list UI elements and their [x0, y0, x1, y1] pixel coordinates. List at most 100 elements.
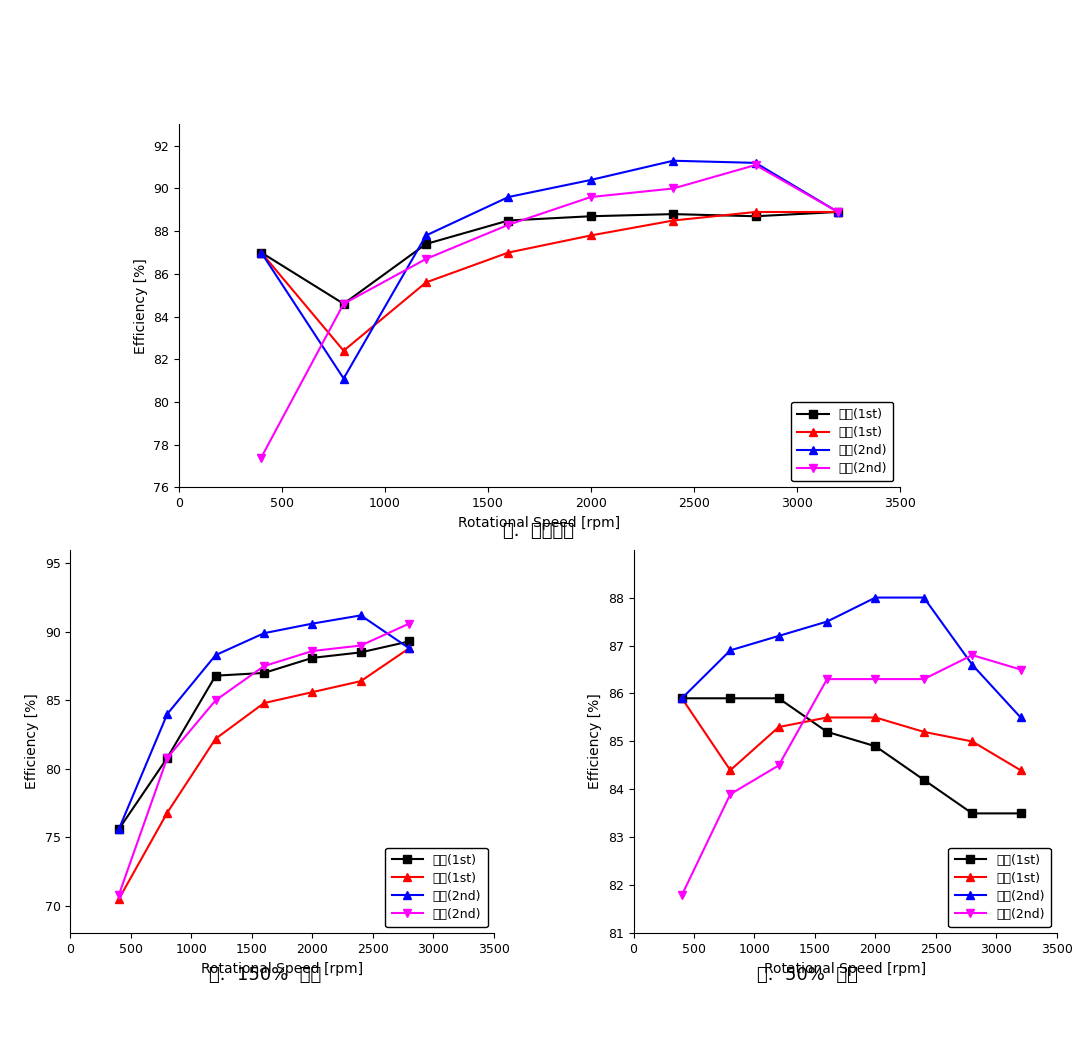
착자(2nd) [420, 229, 433, 242]
감자(1st) [420, 276, 433, 288]
감자(1st) [337, 344, 350, 357]
착자(2nd) [306, 617, 319, 629]
Legend: 착자(1st), 감자(1st), 착자(2nd), 감자(2nd): 착자(1st), 감자(1st), 착자(2nd), 감자(2nd) [948, 847, 1050, 927]
착자(1st) [584, 211, 597, 223]
감자(1st) [306, 685, 319, 698]
착자(2nd) [772, 629, 785, 642]
착자(1st) [772, 692, 785, 704]
착자(2nd) [402, 642, 415, 654]
착자(2nd) [1015, 711, 1028, 724]
Line: 착자(1st): 착자(1st) [115, 638, 413, 834]
Legend: 착자(1st), 감자(1st), 착자(2nd), 감자(2nd): 착자(1st), 감자(1st), 착자(2nd), 감자(2nd) [385, 847, 488, 927]
착자(1st) [502, 215, 515, 227]
감자(1st) [160, 807, 173, 819]
Line: 착자(2nd): 착자(2nd) [678, 593, 1024, 722]
감자(2nd) [258, 660, 271, 672]
Legend: 착자(1st), 감자(1st), 착자(2nd), 감자(2nd): 착자(1st), 감자(1st), 착자(2nd), 감자(2nd) [791, 401, 893, 481]
감자(2nd) [821, 673, 834, 685]
Line: 감자(2nd): 감자(2nd) [115, 619, 413, 899]
착자(2nd) [821, 615, 834, 627]
감자(2nd) [772, 759, 785, 772]
착자(1st) [749, 211, 762, 223]
감자(2nd) [209, 694, 222, 706]
감자(2nd) [675, 889, 688, 901]
착자(2nd) [354, 609, 367, 621]
착자(1st) [966, 807, 979, 819]
Line: 착자(1st): 착자(1st) [678, 694, 1024, 817]
감자(1st) [1015, 764, 1028, 777]
착자(2nd) [502, 191, 515, 203]
감자(2nd) [402, 617, 415, 629]
착자(2nd) [869, 591, 882, 604]
Y-axis label: Efficiency [%]: Efficiency [%] [133, 258, 147, 354]
착자(2nd) [675, 692, 688, 704]
X-axis label: Rotational Speed [rpm]: Rotational Speed [rpm] [459, 515, 620, 530]
감자(2nd) [966, 649, 979, 662]
착자(2nd) [209, 649, 222, 662]
감자(2nd) [667, 183, 680, 195]
감자(1st) [113, 893, 126, 905]
착자(1st) [354, 646, 367, 658]
감자(1st) [917, 726, 930, 738]
감자(1st) [966, 735, 979, 748]
감자(2nd) [869, 673, 882, 685]
착자(1st) [869, 740, 882, 753]
감자(2nd) [724, 788, 737, 801]
Text: 가.  정격부하: 가. 정격부하 [503, 522, 575, 539]
Y-axis label: Efficiency [%]: Efficiency [%] [589, 694, 603, 789]
감자(2nd) [354, 639, 367, 652]
착자(2nd) [113, 823, 126, 836]
Text: 다.  50%  부하: 다. 50% 부하 [757, 966, 859, 984]
감자(1st) [869, 711, 882, 724]
감자(1st) [821, 711, 834, 724]
감자(1st) [831, 205, 844, 218]
감자(1st) [354, 675, 367, 688]
Line: 착자(2nd): 착자(2nd) [257, 157, 842, 383]
착자(1st) [306, 651, 319, 664]
착자(1st) [113, 823, 126, 836]
감자(1st) [724, 764, 737, 777]
Line: 감자(1st): 감자(1st) [257, 207, 842, 355]
감자(1st) [584, 229, 597, 242]
감자(2nd) [502, 219, 515, 231]
Line: 착자(1st): 착자(1st) [257, 207, 842, 308]
Line: 감자(1st): 감자(1st) [678, 694, 1024, 775]
착자(2nd) [667, 155, 680, 167]
착자(1st) [209, 670, 222, 682]
착자(1st) [420, 237, 433, 250]
감자(1st) [772, 721, 785, 733]
착자(2nd) [255, 247, 268, 259]
감자(2nd) [113, 889, 126, 901]
감자(1st) [258, 697, 271, 709]
Line: 감자(2nd): 감자(2nd) [678, 651, 1024, 899]
착자(1st) [675, 692, 688, 704]
착자(1st) [1015, 807, 1028, 819]
착자(1st) [821, 726, 834, 738]
착자(2nd) [584, 174, 597, 187]
Y-axis label: Efficiency [%]: Efficiency [%] [25, 694, 39, 789]
착자(2nd) [831, 205, 844, 218]
감자(2nd) [831, 205, 844, 218]
착자(1st) [255, 247, 268, 259]
감자(2nd) [337, 298, 350, 310]
감자(1st) [667, 215, 680, 227]
착자(1st) [724, 692, 737, 704]
감자(2nd) [420, 253, 433, 265]
Text: 나.  150%  부하: 나. 150% 부하 [209, 966, 322, 984]
착자(2nd) [917, 591, 930, 604]
X-axis label: Rotational Speed [rpm]: Rotational Speed [rpm] [201, 961, 363, 976]
착자(2nd) [749, 157, 762, 169]
착자(1st) [337, 298, 350, 310]
감자(2nd) [917, 673, 930, 685]
착자(2nd) [966, 658, 979, 671]
X-axis label: Rotational Speed [rpm]: Rotational Speed [rpm] [764, 961, 927, 976]
감자(2nd) [1015, 664, 1028, 676]
착자(1st) [917, 774, 930, 786]
감자(1st) [255, 247, 268, 259]
착자(2nd) [337, 372, 350, 385]
착자(2nd) [160, 708, 173, 721]
감자(2nd) [306, 645, 319, 657]
감자(2nd) [749, 159, 762, 171]
감자(1st) [502, 247, 515, 259]
Line: 감자(1st): 감자(1st) [115, 644, 413, 903]
